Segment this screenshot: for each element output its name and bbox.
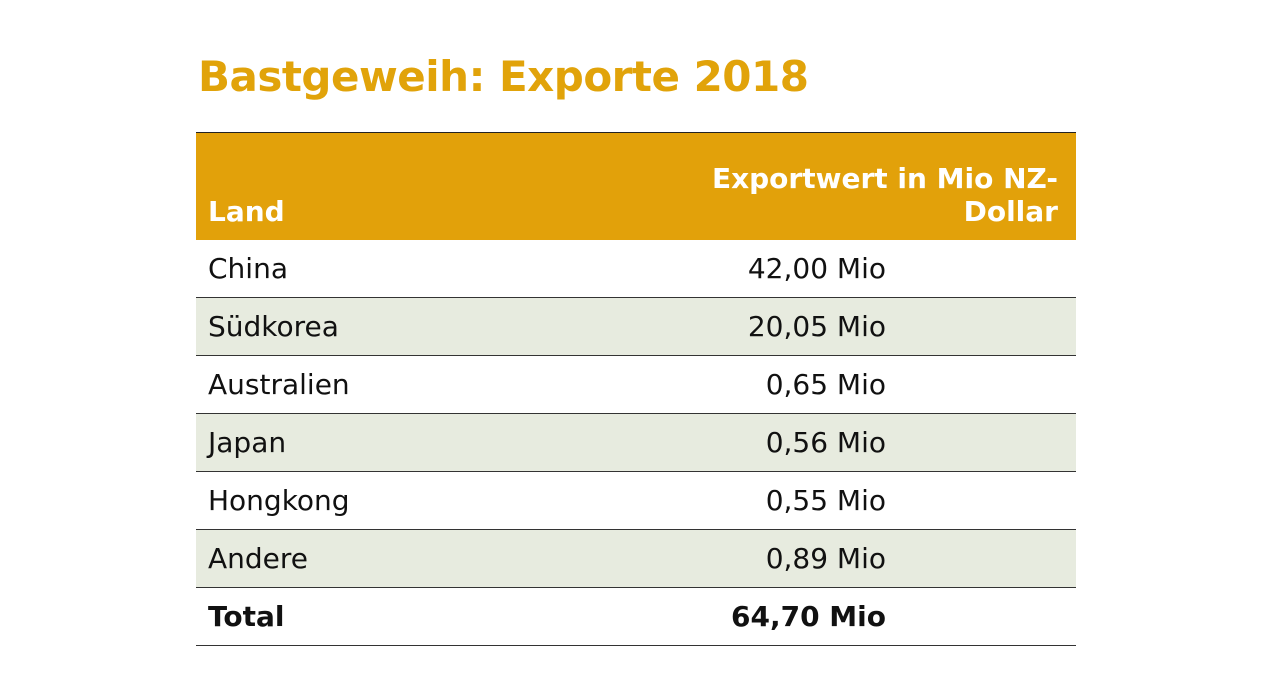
table-row: Australien 0,65 Mio [196,356,1076,414]
cell: 42,00 Mio [747,252,886,285]
cell: Australien [208,368,350,401]
header-cell: Exportwert in Mio NZ-Dollar [711,162,1058,228]
cell: 0,89 Mio [765,542,886,575]
total-row: Total 64,70 Mio [196,588,1076,646]
table-row: Japan 0,56 Mio [196,414,1076,472]
cell: 0,55 Mio [765,484,886,517]
title: Bastgeweih: Exporte 2018 [198,52,809,101]
cell: 20,05 Mio [747,310,886,343]
cell: Hongkong [208,484,350,517]
cell: 64,70 Mio [730,600,886,633]
cell: 0,65 Mio [765,368,886,401]
header-row: Land Exportwert in Mio NZ-Dollar [196,133,1076,240]
table: Land Exportwert in Mio NZ-Dollar China 42… [196,132,1076,646]
cell: Südkorea [208,310,339,343]
table-row: Südkorea 20,05 Mio [196,298,1076,356]
table-row: Andere 0,89 Mio [196,530,1076,588]
table-row: Hongkong 0,55 Mio [196,472,1076,530]
cell: Total [208,600,285,633]
cell: 0,56 Mio [765,426,886,459]
cell: Andere [208,542,309,575]
cell: Japan [208,426,287,459]
header-cell: Land [208,195,285,228]
table-row: China 42,00 Mio [196,240,1076,298]
cell: China [208,252,288,285]
